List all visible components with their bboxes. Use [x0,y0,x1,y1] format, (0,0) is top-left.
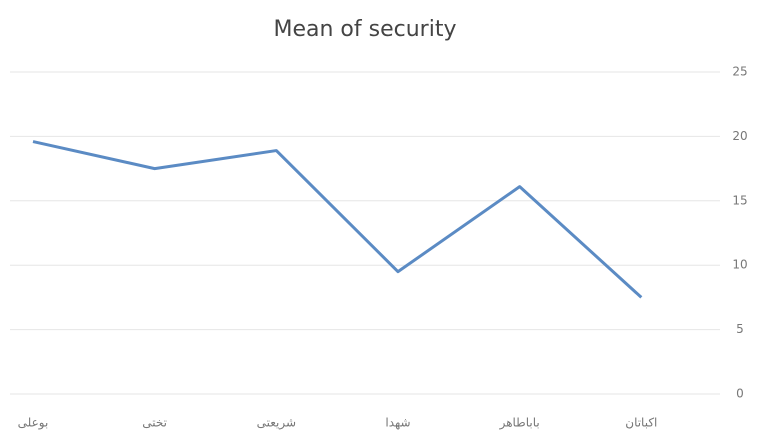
line [32,140,643,299]
x-tick-label: بوعلی [18,416,49,431]
y-tick-label: 5 [736,322,744,336]
y-tick-label: 0 [736,387,744,401]
x-tick-label: تختی [142,416,167,430]
y-tick-label: 25 [732,65,747,79]
x-tick-label: باباطاهر [499,416,540,431]
y-tick-label: 20 [732,129,747,143]
x-tick-label: شریعتی [257,416,296,431]
y-tick-label: 15 [732,193,747,207]
chart-title: Mean of security [274,17,457,42]
y-tick-label: 10 [732,258,747,272]
x-tick-label: اکباتان [625,416,657,430]
x-tick-label: شهدا [385,416,410,430]
